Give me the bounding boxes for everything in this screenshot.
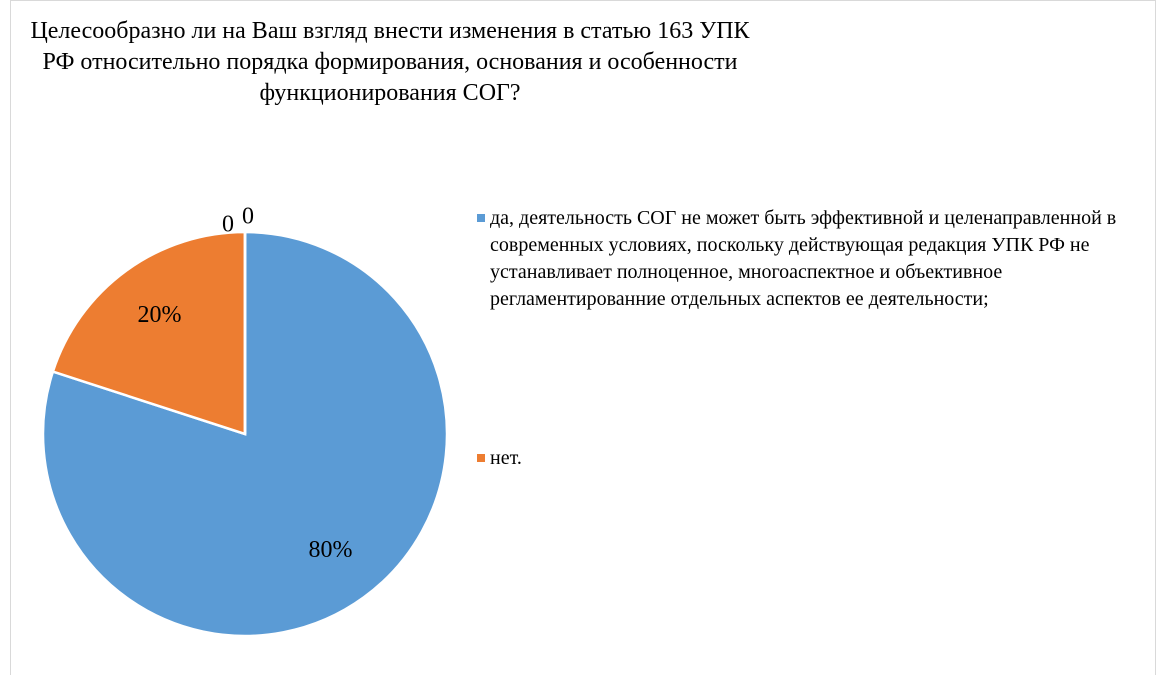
data-label: 20% bbox=[138, 302, 182, 328]
data-label: 80% bbox=[308, 537, 352, 563]
legend-label: нет. bbox=[490, 447, 522, 469]
chart-frame bbox=[10, 0, 1156, 675]
legend-label: да, деятельность СОГ не может быть эффек… bbox=[490, 207, 1117, 310]
legend-swatch bbox=[477, 214, 485, 222]
data-label: 0 bbox=[242, 204, 254, 230]
chart-title: Целесообразно ли на Ваш взгляд внести из… bbox=[30, 18, 750, 106]
legend-swatch bbox=[477, 454, 485, 462]
pie-slice bbox=[51, 230, 247, 436]
data-label: 0 bbox=[222, 212, 234, 238]
